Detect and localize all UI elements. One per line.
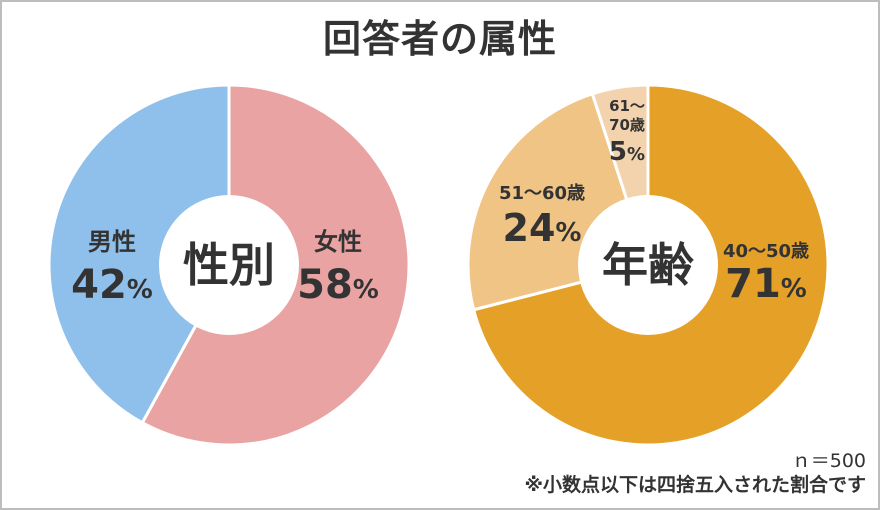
- slice-value: 42%: [71, 262, 153, 308]
- rounding-note: ※小数点以下は四捨五入された割合です: [524, 474, 866, 496]
- slice-label: 女性: [314, 228, 362, 256]
- donut-hole: [159, 195, 299, 335]
- percent-unit: %: [127, 275, 153, 305]
- center-label: 年齢: [602, 238, 694, 292]
- slice-label: 40～50歳: [723, 241, 809, 262]
- pie-slice: [47, 83, 231, 425]
- chart-title: 回答者の属性: [322, 17, 557, 61]
- donut-hole: [578, 195, 718, 335]
- center-label: 性別: [183, 238, 275, 292]
- slice-label: 61～: [609, 97, 645, 115]
- percent-unit: %: [627, 144, 645, 165]
- percent-unit: %: [781, 274, 807, 304]
- sample-size: ｎ＝500: [791, 450, 866, 472]
- slice-label: 51～60歳: [499, 183, 585, 204]
- percent-unit: %: [353, 275, 379, 305]
- slice-label: 70歳: [609, 116, 645, 134]
- percent-unit: %: [555, 218, 581, 248]
- slice-label: 男性: [88, 228, 136, 256]
